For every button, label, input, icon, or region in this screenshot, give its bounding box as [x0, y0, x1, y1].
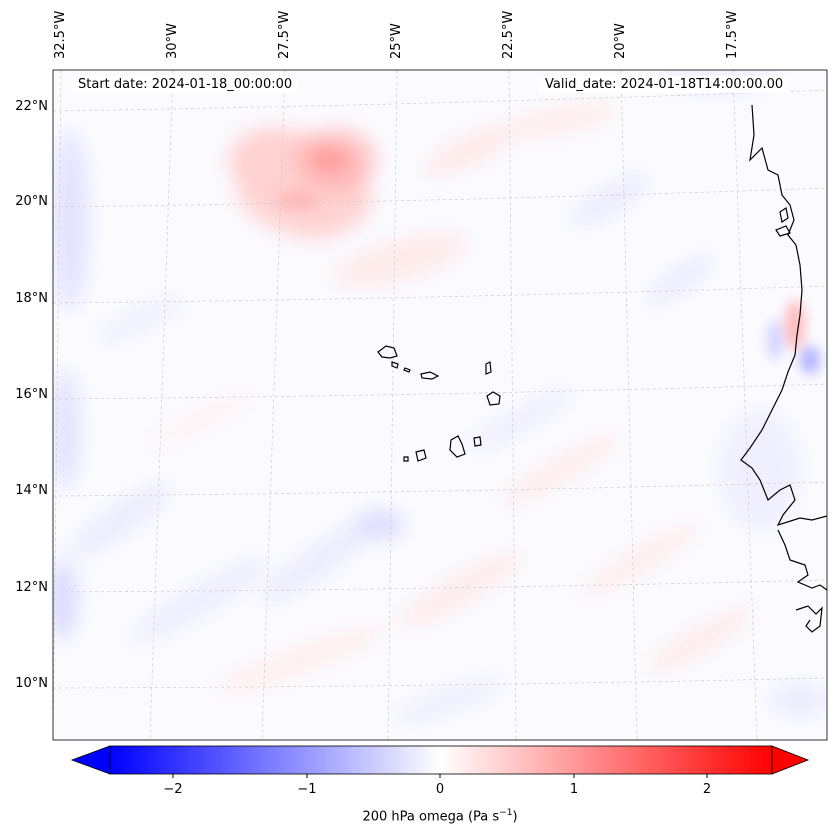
valid-date-label: Valid_date: 2024-01-18T14:00:00.00 [539, 76, 790, 93]
lon-label: 32.5°W [53, 10, 68, 59]
lon-label: 17.5°W [725, 10, 740, 59]
guinea-bissau-coast [777, 529, 827, 591]
lat-label: 10°N [15, 676, 48, 691]
map-frame [52, 69, 828, 741]
lat-lon-gridlines [53, 70, 827, 740]
colorbar-label: 200 hPa omega (Pa s−1) [0, 808, 837, 824]
lon-label: 22.5°W [501, 10, 516, 59]
lat-label: 20°N [15, 194, 48, 209]
colorbar [70, 745, 810, 778]
africa-coastline [740, 104, 827, 527]
colorbar-tick-label: 1 [569, 782, 579, 797]
colorbar-extend-max [771, 745, 810, 775]
colorbar-label-close: ) [512, 809, 518, 825]
colorbar-tick-label: −1 [297, 782, 317, 797]
lon-label: 30°W [165, 23, 180, 59]
lat-label: 18°N [15, 291, 48, 306]
lat-label: 12°N [15, 580, 48, 595]
start-date-label: Start date: 2024-01-18_00:00:00 [72, 76, 299, 93]
lon-label: 20°W [613, 23, 628, 59]
lon-label: 25°W [389, 23, 404, 59]
colorbar-label-exponent: −1 [499, 808, 513, 818]
coast-islands-south [795, 605, 823, 633]
omega-field [53, 70, 827, 724]
cape-verde-islands [377, 345, 501, 462]
colorbar-extend-min [70, 745, 111, 775]
lat-label: 14°N [15, 483, 48, 498]
lon-label: 27.5°W [277, 10, 292, 59]
colorbar-label-text: 200 hPa omega (Pa s [362, 809, 500, 825]
colorbar-tick-label: −2 [163, 782, 183, 797]
colorbar-tick-label: 0 [435, 782, 445, 797]
colorbar-tick-label: 2 [702, 782, 712, 797]
lat-label: 22°N [15, 99, 48, 114]
colorbar-gradient [109, 745, 773, 775]
lat-label: 16°N [15, 387, 48, 402]
